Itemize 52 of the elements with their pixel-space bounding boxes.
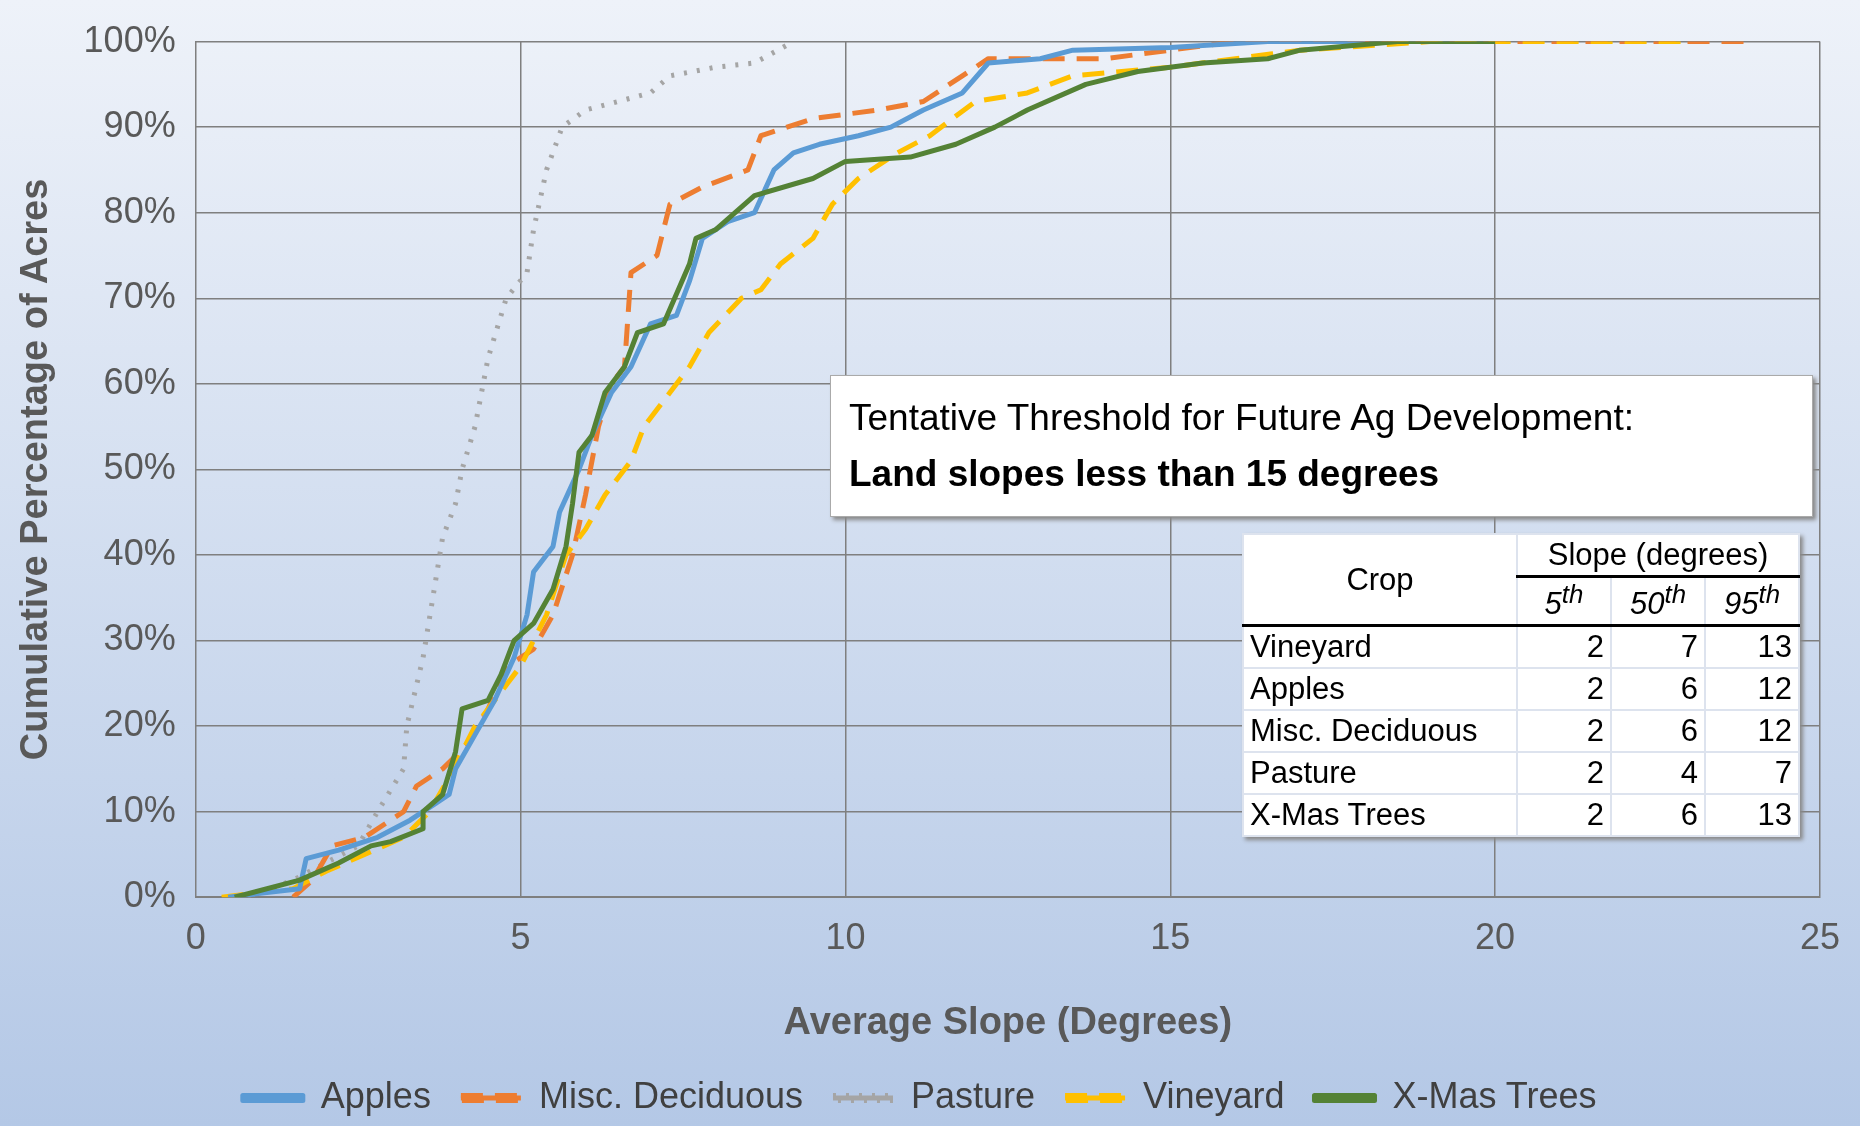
x-tick-label: 5 <box>510 915 531 957</box>
x-tick-label: 15 <box>1150 915 1191 957</box>
legend-label: Vineyard <box>1143 1074 1285 1116</box>
annotation: Slope (degrees) <box>1517 534 1799 577</box>
x-tick-label: 10 <box>825 915 866 957</box>
annotation: Apples <box>1243 668 1517 711</box>
annotation: Land slopes less than 15 degrees <box>849 453 1440 494</box>
annotation: Tentative Threshold for Future Ag Development: <box>849 396 1635 440</box>
annotation: 13 <box>1705 625 1799 669</box>
legend-label: Misc. Deciduous <box>538 1074 803 1116</box>
annotation: 2 <box>1517 668 1611 711</box>
y-tick-label: 50% <box>103 446 176 488</box>
annotation: 13 <box>1705 794 1799 837</box>
annotation: 6 <box>1611 668 1705 711</box>
y-tick-label: 60% <box>103 360 176 402</box>
annotation: 6 <box>1611 710 1705 753</box>
annotation: Crop <box>1243 534 1517 626</box>
annotation: 6 <box>1611 794 1705 837</box>
annotation: 2 <box>1517 710 1611 753</box>
annotation: Vineyard <box>1243 625 1517 669</box>
x-axis-title: Average Slope (Degrees) <box>783 999 1233 1042</box>
annotation: 7 <box>1705 752 1799 795</box>
y-tick-label: 100% <box>83 18 176 60</box>
annotation: 12 <box>1705 710 1799 753</box>
annotation: 12 <box>1705 668 1799 711</box>
annotation: 2 <box>1517 625 1611 669</box>
annotation: 2 <box>1517 752 1611 795</box>
y-tick-label: 10% <box>103 788 176 830</box>
y-tick-label: 0% <box>123 874 176 916</box>
y-tick-label: 80% <box>103 189 176 231</box>
y-tick-label: 90% <box>103 104 176 146</box>
annotation: 2 <box>1517 794 1611 837</box>
legend-label: X-Mas Trees <box>1392 1074 1597 1116</box>
y-tick-label: 70% <box>103 275 176 317</box>
x-tick-label: 25 <box>1799 915 1840 957</box>
annotation: 7 <box>1611 625 1705 669</box>
legend-label: Pasture <box>910 1074 1036 1116</box>
annotation: Misc. Deciduous <box>1243 710 1517 753</box>
y-tick-label: 30% <box>103 617 176 659</box>
annotation: X-Mas Trees <box>1243 794 1517 837</box>
x-tick-label: 20 <box>1475 915 1516 957</box>
y-tick-label: 20% <box>103 703 176 744</box>
annotation: 95$^{th}$ <box>1705 576 1799 626</box>
y-axis-title: Cumulative Percentage of Acres <box>13 178 56 761</box>
annotation: 5$^{th}$ <box>1517 576 1611 626</box>
legend-label: Apples <box>320 1074 431 1116</box>
annotation: Pasture <box>1243 752 1517 795</box>
note-box: Tentative Threshold for Future Ag Development: Land slopes less than 15 degrees <box>830 375 1813 517</box>
y-tick-label: 40% <box>103 531 176 573</box>
annotation: 50$^{th}$ <box>1611 576 1705 626</box>
x-tick-label: 0 <box>185 915 206 957</box>
annotation: 4 <box>1611 752 1705 795</box>
